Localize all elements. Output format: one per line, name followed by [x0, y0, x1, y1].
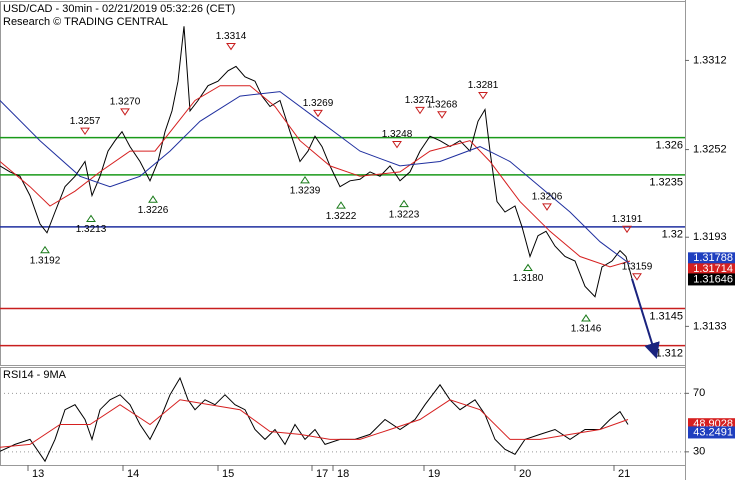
high-marker [80, 127, 90, 136]
high-marker [478, 91, 488, 100]
level-label: 1.326 [655, 140, 683, 152]
high-label: 1.3257 [70, 116, 101, 127]
level-label: 1.32 [662, 229, 683, 241]
panel-frame [0, 367, 686, 466]
low-marker [300, 175, 310, 184]
low-marker [523, 263, 533, 272]
forecast-arrow [631, 278, 660, 359]
high-label: 1.3270 [110, 96, 141, 107]
x-tick-label: 21 [618, 468, 630, 480]
high-label: 1.3248 [382, 129, 413, 140]
x-tick-label: 15 [222, 468, 234, 480]
high-label: 1.3269 [303, 98, 334, 109]
high-label: 1.3206 [532, 192, 563, 203]
price-tag-label: 1.31714 [693, 263, 733, 275]
low-label: 1.3222 [326, 211, 357, 222]
low-marker [148, 195, 158, 203]
y-tick-label: 1.3252 [693, 143, 727, 155]
price-tag-label: 1.31788 [693, 252, 733, 264]
high-label: 1.3159 [622, 261, 653, 272]
chart-title: USD/CAD - 30min - 02/21/2019 05:32:26 (C… [3, 3, 235, 15]
high-marker [437, 111, 447, 119]
high-label: 1.3271 [405, 95, 436, 106]
level-label: 1.3145 [649, 310, 683, 322]
high-marker [632, 273, 642, 281]
price-tag-label: 1.31646 [693, 273, 733, 285]
x-tick-label: 13 [32, 468, 44, 480]
chart-subtitle: Research © TRADING CENTRAL [3, 16, 168, 28]
high-marker [226, 42, 236, 51]
price-tag-label: 43.2491 [693, 426, 733, 438]
series-line [0, 85, 631, 268]
low-label: 1.3223 [389, 209, 420, 220]
y-tick-label: 70 [693, 387, 705, 399]
low-marker [336, 201, 346, 209]
price-tag [688, 263, 735, 276]
low-label: 1.3213 [76, 224, 107, 235]
low-marker [399, 199, 409, 208]
series-line [0, 399, 629, 448]
high-label: 1.3281 [468, 80, 499, 91]
panel-frame [0, 1, 686, 366]
x-tick-label: 17 [316, 468, 328, 480]
high-label: 1.3191 [612, 214, 643, 225]
low-marker [40, 245, 50, 254]
x-tick-label: 14 [127, 468, 139, 480]
price-tag [688, 273, 735, 286]
x-tick-label: 19 [428, 468, 440, 480]
price-tag [688, 426, 735, 439]
low-marker [581, 314, 591, 322]
high-label: 1.3268 [427, 99, 458, 110]
y-tick-label: 30 [693, 446, 705, 458]
chart-title: RSI14 - 9MA [3, 369, 67, 381]
low-label: 1.3180 [513, 273, 544, 284]
level-label: 1.312 [655, 348, 683, 360]
y-tick-label: 1.3312 [693, 54, 727, 66]
series-line [0, 91, 631, 265]
low-label: 1.3192 [30, 255, 61, 266]
high-marker [622, 225, 632, 234]
low-label: 1.3239 [290, 186, 321, 197]
high-marker [392, 141, 402, 149]
high-label: 1.3314 [216, 31, 247, 42]
x-tick-label: 20 [519, 468, 531, 480]
y-tick-label: 1.3133 [693, 320, 727, 332]
high-marker [313, 109, 323, 118]
low-label: 1.3146 [571, 324, 602, 335]
price-tag [688, 252, 735, 265]
series-line [0, 376, 629, 463]
level-label: 1.3235 [649, 177, 683, 189]
low-marker [86, 214, 96, 223]
y-tick-label: 1.3193 [693, 231, 727, 243]
x-tick-label: 18 [337, 468, 349, 480]
high-marker [415, 106, 425, 115]
series-line [0, 26, 633, 298]
high-marker [542, 203, 552, 211]
high-marker [120, 108, 130, 116]
low-label: 1.3226 [138, 205, 169, 216]
